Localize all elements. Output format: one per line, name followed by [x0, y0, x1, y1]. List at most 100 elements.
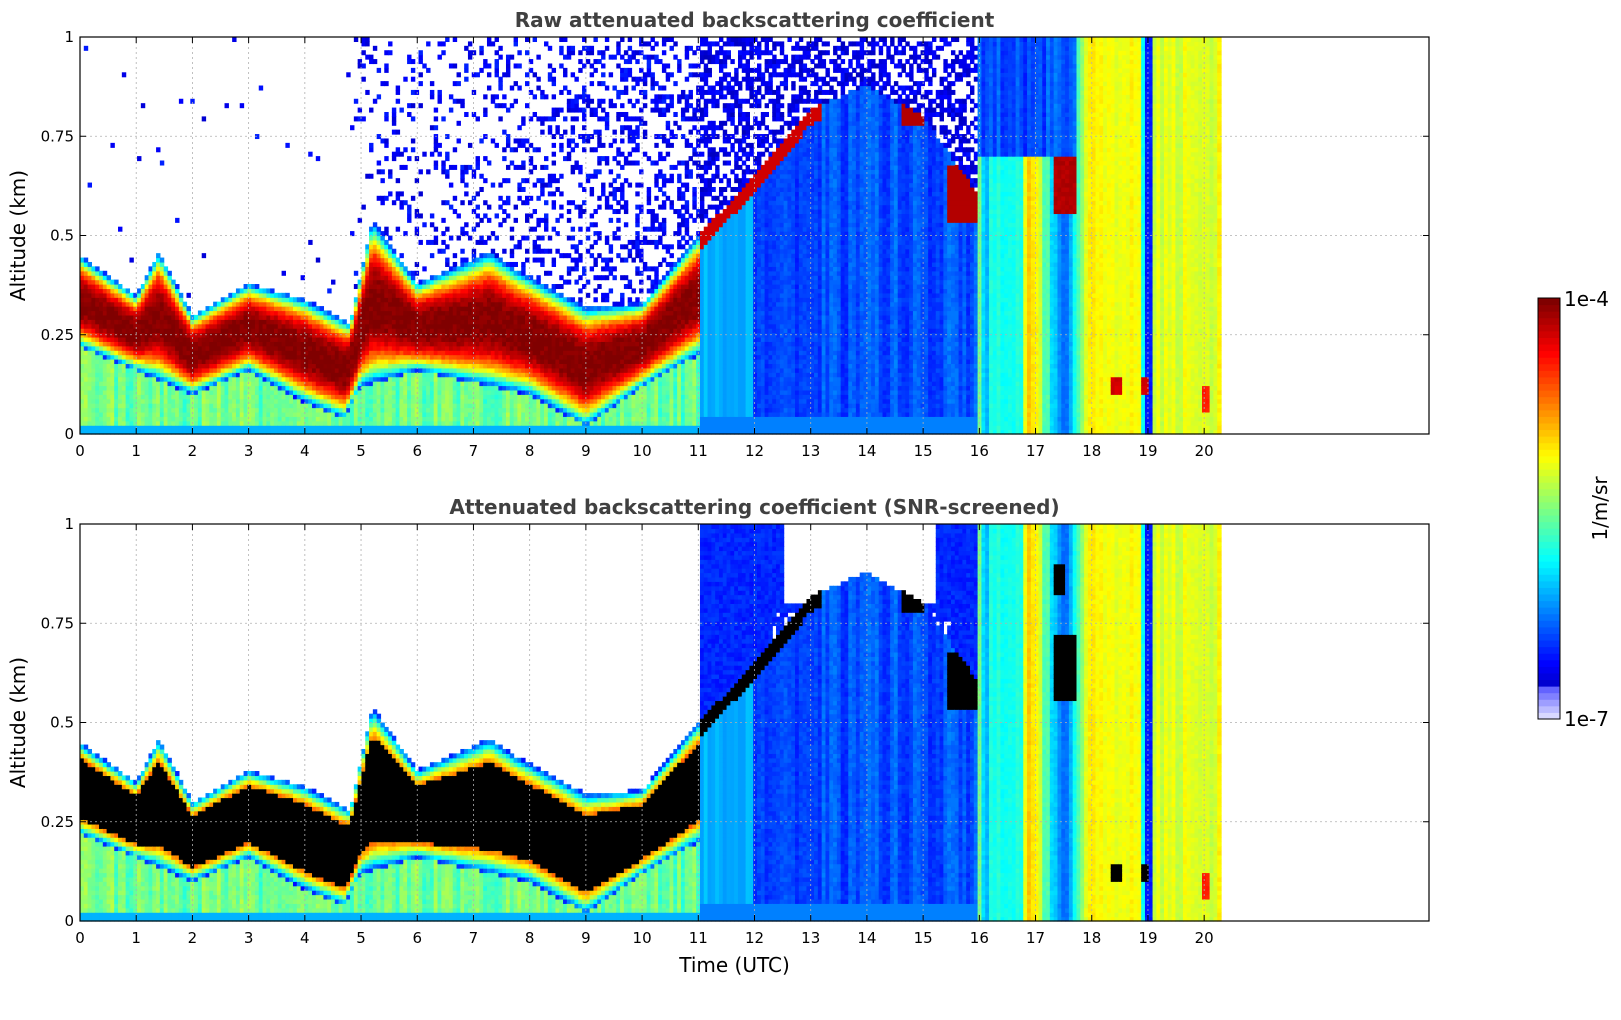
heatmap-cell [213, 381, 218, 387]
heatmap-cell [517, 363, 522, 369]
heatmap-cell [536, 328, 541, 334]
heatmap-cell [475, 420, 480, 426]
heatmap-cell [114, 407, 119, 413]
heatmap-cell [235, 425, 241, 431]
heatmap-cell [536, 350, 541, 356]
heatmap-cell [292, 314, 298, 320]
heatmap-cell [251, 332, 256, 338]
heatmap-cell [125, 345, 131, 351]
heatmap-cell [175, 217, 180, 223]
heatmap-cell [555, 381, 560, 387]
heatmap-cell [380, 359, 385, 365]
heatmap-cell [479, 363, 484, 369]
heatmap-cell [114, 363, 119, 369]
heatmap-cell [532, 336, 538, 342]
heatmap-cell [273, 341, 279, 347]
heatmap-cell [395, 416, 401, 422]
heatmap-cell [441, 306, 446, 312]
heatmap-cell [350, 319, 355, 325]
heatmap-cell [182, 341, 188, 347]
heatmap-cell [422, 376, 427, 382]
heatmap-cell [369, 385, 374, 391]
heatmap-cell [544, 328, 549, 334]
heatmap-cell [395, 323, 401, 329]
heatmap-cell [441, 328, 446, 334]
heatmap-cell [346, 394, 351, 400]
heatmap-cell [239, 319, 245, 325]
heatmap-cell [479, 261, 484, 267]
heatmap-cell [384, 81, 389, 87]
heatmap-cell [414, 394, 420, 400]
heatmap-cell [346, 372, 351, 378]
heatmap-cell [140, 328, 146, 334]
heatmap-cell [426, 381, 431, 387]
heatmap-cell [426, 345, 431, 351]
heatmap-cell [167, 323, 172, 329]
heatmap-cell [528, 169, 534, 175]
heatmap-cell [95, 398, 100, 404]
heatmap-cell [331, 420, 336, 426]
heatmap-cell [369, 381, 374, 387]
heatmap-cell [235, 407, 241, 413]
heatmap-cell [266, 354, 271, 360]
heatmap-cell [159, 367, 165, 373]
heatmap-cell [304, 323, 309, 329]
heatmap-cell [140, 425, 146, 431]
heatmap-cell [285, 429, 290, 435]
heatmap-cell [99, 376, 104, 382]
heatmap-cell [388, 314, 393, 320]
heatmap-cell [106, 398, 112, 404]
heatmap-cell [494, 411, 499, 417]
heatmap-cell [152, 429, 157, 435]
heatmap-cell [544, 359, 549, 365]
heatmap-cell [213, 420, 218, 426]
heatmap-cell [129, 385, 134, 391]
heatmap-cell [254, 429, 260, 435]
heatmap-cell [467, 403, 473, 409]
heatmap-cell [369, 394, 374, 400]
heatmap-cell [357, 381, 363, 387]
heatmap-cell [532, 209, 538, 215]
heatmap-cell [559, 385, 564, 391]
heatmap-cell [235, 429, 241, 435]
heatmap-cell [91, 372, 96, 378]
heatmap-cell [213, 310, 218, 316]
heatmap-cell [361, 332, 366, 338]
heatmap-cell [437, 403, 442, 409]
heatmap-cell [448, 345, 454, 351]
heatmap-cell [532, 226, 538, 232]
heatmap-cell [209, 389, 214, 395]
heatmap-cell [129, 420, 134, 426]
heatmap-cell [486, 319, 492, 325]
heatmap-cell [152, 288, 157, 294]
heatmap-cell [460, 398, 465, 404]
heatmap-cell [464, 76, 469, 82]
heatmap-cell [201, 319, 207, 325]
heatmap-cell [304, 376, 309, 382]
heatmap-cell [528, 411, 534, 417]
heatmap-cell [353, 345, 359, 351]
heatmap-cell [502, 319, 507, 325]
heatmap-cell [308, 306, 313, 312]
heatmap-cell [91, 367, 96, 373]
heatmap-cell [186, 306, 191, 312]
heatmap-cell [304, 429, 309, 435]
heatmap-cell [251, 394, 256, 400]
heatmap-cell [498, 103, 503, 109]
heatmap-cell [536, 235, 541, 241]
heatmap-cell [505, 389, 511, 395]
heatmap-cell [426, 389, 431, 395]
heatmap-cell [251, 411, 256, 417]
heatmap-cell [388, 359, 393, 365]
heatmap-cell [437, 394, 442, 400]
heatmap-cell [490, 411, 496, 417]
heatmap-cell [137, 420, 142, 426]
heatmap-cell [285, 385, 290, 391]
heatmap-cell [114, 328, 119, 334]
heatmap-cell [414, 209, 420, 215]
heatmap-cell [448, 314, 454, 320]
heatmap-cell [148, 359, 153, 365]
heatmap-cell [273, 420, 279, 426]
heatmap-cell [486, 328, 492, 334]
heatmap-cell [467, 389, 473, 395]
